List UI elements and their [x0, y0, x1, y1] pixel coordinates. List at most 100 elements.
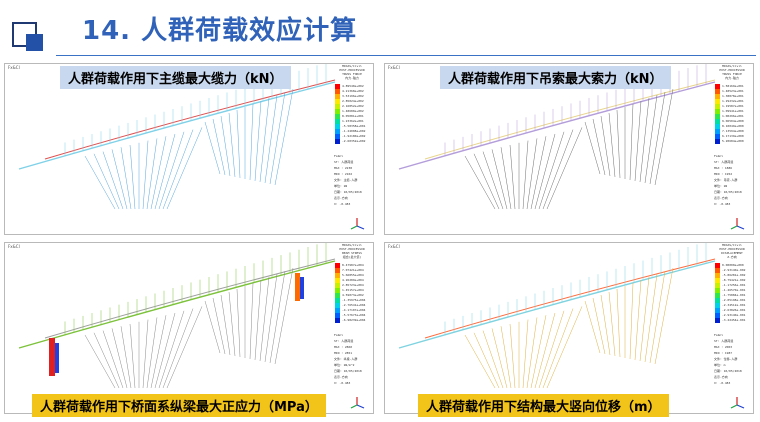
legend-color-swatch	[715, 104, 720, 109]
legend-header-line: Z-方向	[727, 255, 737, 259]
legend-color-swatch	[715, 303, 720, 308]
axis-triad-icon	[730, 397, 745, 409]
axis-triad-icon	[730, 218, 745, 230]
legend-value: 7.13594e+000	[722, 129, 744, 133]
legend-color-swatch	[715, 288, 720, 293]
legend-color-swatch	[335, 283, 340, 288]
legend-info-line: MAX : 2238	[334, 166, 353, 170]
legend-color-swatch	[715, 278, 720, 283]
legend-header-line: MIDAS/Civil	[722, 243, 742, 247]
legend-value: -1.46570e-001	[722, 288, 746, 292]
axis-triad-icon	[350, 397, 365, 409]
legend-color-swatch	[335, 313, 340, 318]
legend-color-swatch	[715, 114, 720, 119]
legend-color-swatch	[715, 124, 720, 129]
viewport-label: Fx&Cl	[388, 244, 400, 249]
legend-info-line: Fx&Cl	[334, 154, 344, 158]
bridge-model-view[interactable]	[5, 243, 374, 414]
legend-value: 9.06504e+000	[722, 119, 744, 123]
legend-info-line: Fx&Cl	[334, 333, 344, 337]
deck-line	[398, 260, 716, 349]
legend-value: 1.45157e+004	[342, 288, 364, 292]
legend-color-swatch	[335, 94, 340, 99]
legend-info-line: 日期: 10/05/2018	[714, 190, 742, 194]
legend-value: -5.57673e+004	[342, 313, 366, 317]
legend-value: 1.00296e+001	[722, 114, 744, 118]
legend-color-swatch	[715, 268, 720, 273]
legend-color-swatch	[715, 283, 720, 288]
legend-value: 4.21368e+002	[342, 89, 364, 93]
legend-info-line: MIN : 1952	[714, 172, 733, 176]
arch-ribs	[84, 267, 294, 389]
legend-color-swatch	[335, 114, 340, 119]
legend-color-swatch	[715, 293, 720, 298]
legend-value: 8.10049e+000	[722, 124, 744, 128]
caption-cable-force: 人群荷载作用下主缆最大缆力（kN）	[60, 66, 291, 89]
deck-line	[398, 81, 716, 170]
legend-value: -2.76541e+004	[342, 303, 366, 307]
legend-info-line: X: -0.483	[714, 381, 731, 385]
legend-info-line: 表示-方向	[714, 375, 728, 379]
legend-info-line: X: -0.483	[714, 202, 731, 206]
legend-info-line: 日期: 10/05/2018	[334, 369, 362, 373]
deck-line	[18, 260, 336, 349]
legend-info-line: ST: 人群荷载	[334, 160, 354, 164]
legend-color-swatch	[335, 263, 340, 268]
legend-value: 5.66855e+004	[342, 273, 364, 277]
arch-ribs	[84, 88, 294, 210]
legend-info-line: MAX : 2860	[334, 345, 353, 349]
bridge-model-view[interactable]	[385, 243, 754, 414]
legend-info-line: MIN : 1987	[714, 351, 733, 355]
legend-info-line: 日期: 10/05/2018	[334, 190, 362, 194]
legend-value: 8.47987e+004	[342, 263, 364, 267]
panel-cable-force: Fx&Cl MIDAS/Civil POST-PROCESSOR TRUSS FORC…	[4, 63, 374, 235]
legend-info-line: 表示-方向	[334, 196, 348, 200]
legend-value: 1.38878e+001	[722, 94, 744, 98]
legend-header-line: 内力-轴力	[345, 76, 359, 80]
legend-color-swatch	[335, 303, 340, 308]
hangers	[64, 243, 327, 335]
legend-color-swatch	[335, 308, 340, 313]
legend-value: -2.05198e-001	[722, 298, 746, 302]
legend-info-line: 文件: 位移-人群	[714, 357, 738, 361]
legend-color-swatch	[335, 129, 340, 134]
arch-ribs	[464, 267, 674, 389]
legend-header-line: POST-PROCESSOR	[339, 247, 365, 251]
legend-color-swatch	[715, 119, 720, 124]
caption-deck-stress: 人群荷载作用下桥面系纵梁最大正应力（MPa）	[32, 394, 326, 417]
legend-info-line: X: -0.483	[334, 381, 351, 385]
legend-color-swatch	[335, 99, 340, 104]
legend-info-line: 表示-方向	[714, 196, 728, 200]
bridge-model-view[interactable]	[385, 64, 754, 235]
bridge-model-view[interactable]	[5, 64, 374, 235]
legend-color-swatch	[715, 129, 720, 134]
legend-value: 1.58169e+001	[722, 84, 744, 88]
legend-value: -3.22454e-001	[722, 318, 746, 322]
legend-header-line: TRUSS FORCE	[342, 72, 362, 76]
legend-value: 2.85723e+004	[342, 283, 364, 287]
legend-color-swatch	[715, 99, 720, 104]
legend-value: 1.19587e+001	[722, 104, 744, 108]
legend-color-swatch	[335, 124, 340, 129]
legend-value: 2.85024e+002	[342, 99, 364, 103]
legend-info-line: 文件: 吊索-人群	[714, 178, 738, 182]
result-legend: MIDAS/Civil POST-PROCESSOR TRUSS FORCE 内力-轴…	[713, 64, 751, 234]
legend-value: -2.60352e+002	[342, 139, 366, 143]
legend-value: -6.98239e+004	[342, 318, 366, 322]
legend-info-line: MIN : 2851	[334, 351, 353, 355]
legend-color-swatch	[335, 273, 340, 278]
legend-color-swatch	[335, 109, 340, 114]
result-legend: MIDAS/Civil POST-PROCESSOR BEAM STRESS 组合(最…	[333, 243, 371, 413]
legend-color-swatch	[715, 134, 720, 139]
legend-value: 1.48523e+001	[722, 89, 744, 93]
legend-value: -2.93140e-002	[722, 268, 746, 272]
legend-value: 7.07421e+004	[342, 268, 364, 272]
legend-header-line: POST-PROCESSOR	[719, 68, 745, 72]
legend-color-swatch	[335, 139, 340, 144]
legend-color-swatch	[715, 94, 720, 99]
legend-color-swatch	[715, 84, 720, 89]
legend-color-swatch	[335, 278, 340, 283]
panel-hanger-force: Fx&Cl MIDAS/Civil POST-PROCESSOR TRUSS FORC…	[384, 63, 754, 235]
legend-color-swatch	[715, 273, 720, 278]
legend-color-swatch	[335, 298, 340, 303]
